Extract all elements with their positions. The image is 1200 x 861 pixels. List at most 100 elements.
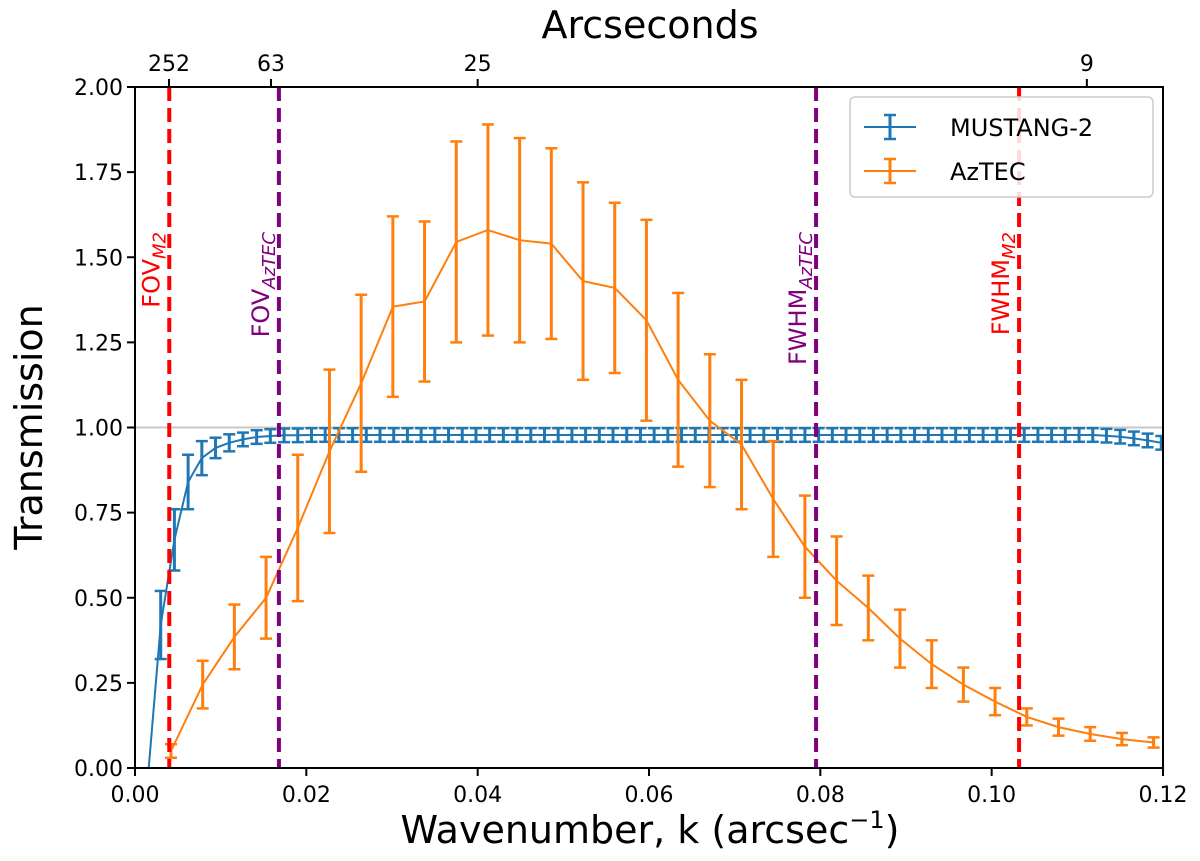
data-point: [455, 240, 458, 244]
data-point: [529, 433, 532, 437]
data-point: [835, 579, 838, 582]
top-tick-label: 9: [1080, 52, 1094, 77]
data-point: [1025, 715, 1028, 719]
data-point: [858, 433, 861, 437]
data-point: [1118, 435, 1122, 438]
data-point: [1091, 433, 1094, 437]
y-tick-label: 0.75: [74, 502, 123, 527]
x-tick-label: 0.00: [111, 783, 160, 808]
data-point: [570, 433, 574, 437]
y-tick-label: 1.00: [74, 417, 123, 442]
x-tick-label: 0.12: [1139, 783, 1188, 808]
data-point: [159, 623, 162, 627]
x-tick-label: 0.04: [453, 783, 502, 808]
data-point: [954, 433, 957, 437]
data-point: [694, 433, 697, 437]
data-point: [1036, 433, 1040, 437]
data-point: [940, 433, 944, 437]
data-point: [200, 456, 204, 460]
data-point: [296, 434, 299, 437]
data-point: [803, 433, 807, 437]
data-point: [584, 433, 587, 437]
data-point: [1105, 434, 1108, 437]
data-point: [365, 433, 368, 437]
data-point: [885, 433, 889, 437]
data-point: [406, 433, 409, 437]
top-axis-title: Arcseconds: [542, 3, 759, 47]
data-point: [581, 279, 585, 283]
data-point: [927, 433, 930, 437]
data-point: [241, 438, 245, 441]
y-tick-label: 1.75: [74, 161, 123, 186]
x-axis-title: Wavenumber, k (arcsec−1): [401, 806, 900, 852]
data-point: [1146, 439, 1149, 442]
vline-label: FWHMAzTEC: [784, 232, 817, 365]
data-point: [323, 433, 327, 437]
series-line: [170, 228, 1154, 752]
data-point: [1120, 737, 1124, 741]
legend-label: MUSTANG-2: [950, 114, 1093, 142]
data-point: [913, 433, 916, 437]
data-point: [899, 433, 903, 437]
data-point: [1132, 437, 1136, 440]
data-point: [611, 433, 615, 437]
data-point: [433, 433, 437, 437]
legend: MUSTANG-2 AzTEC: [849, 96, 1154, 198]
y-tick-label: 2.00: [74, 76, 123, 101]
data-point: [598, 433, 601, 437]
vline-label-main: FWHM: [784, 289, 812, 365]
data-point: [708, 419, 712, 422]
y-tick-label: 1.25: [74, 331, 123, 356]
y-tick-label: 0.25: [74, 672, 123, 697]
legend-entry: AzTEC: [864, 157, 1026, 186]
data-point: [228, 441, 231, 445]
data-point: [419, 433, 423, 437]
vline-label: FOVAzTEC: [247, 232, 280, 338]
data-point: [556, 433, 560, 437]
x-axis-title-main: Wavenumber, k (arcsec: [401, 808, 850, 852]
x-tick-label: 0.06: [625, 783, 674, 808]
data-point: [1057, 725, 1060, 729]
x-tick-label: 0.10: [967, 783, 1016, 808]
data-point: [1050, 433, 1053, 437]
data-point: [844, 433, 848, 437]
vline-label-sub: AzTEC: [259, 232, 280, 290]
data-point: [264, 596, 268, 599]
data-point: [867, 606, 870, 610]
data-point: [790, 433, 793, 437]
data-point: [625, 433, 628, 437]
vline-label: FWHMM2: [987, 232, 1020, 335]
data-point: [930, 662, 933, 666]
vline-label-sub: AzTEC: [796, 232, 817, 290]
data-point: [995, 433, 999, 437]
top-tick-label: 25: [464, 52, 492, 77]
data-point: [676, 378, 680, 382]
data-point: [721, 433, 724, 437]
data-point: [201, 683, 204, 686]
data-point: [502, 433, 505, 437]
data-point: [639, 433, 642, 437]
data-point: [962, 683, 965, 686]
data-point: [488, 433, 491, 437]
data-point: [550, 242, 553, 245]
data-point: [831, 433, 834, 437]
y-tick-label: 1.50: [74, 246, 123, 271]
data-point: [735, 433, 738, 437]
top-tick-label: 63: [257, 52, 285, 77]
data-point: [772, 497, 775, 501]
data-point: [486, 228, 490, 232]
y-tick-label: 0.50: [74, 587, 123, 612]
y-axis-title: Transmission: [7, 304, 51, 550]
vline-label-main: FWHM: [987, 259, 1015, 335]
data-point: [328, 450, 331, 453]
vline-label-sub: M2: [999, 232, 1020, 259]
data-point: [1160, 441, 1163, 445]
data-point: [269, 434, 272, 438]
data-point: [748, 433, 752, 437]
top-tick-label: 252: [148, 52, 190, 77]
data-point: [474, 433, 478, 437]
data-point: [515, 433, 519, 437]
data-point: [423, 300, 426, 303]
vline-label-main: FOV: [247, 288, 275, 337]
